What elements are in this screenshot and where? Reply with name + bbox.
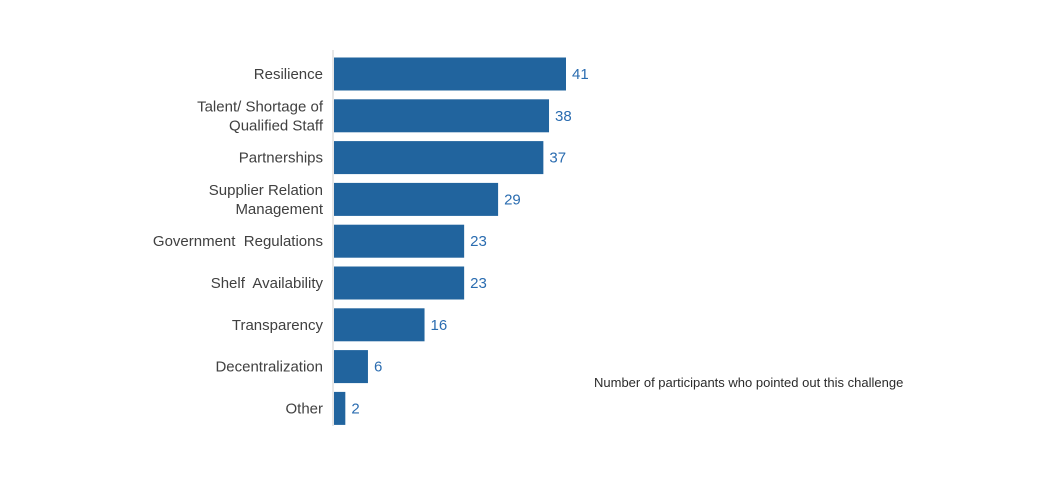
category-label: Transparency bbox=[232, 317, 324, 334]
bar bbox=[334, 141, 544, 175]
category-label: Partnerships bbox=[239, 150, 323, 167]
value-label: 2 bbox=[351, 400, 359, 417]
value-label: 29 bbox=[504, 191, 521, 208]
bar bbox=[334, 57, 566, 91]
category-label: Supplier Relation Management bbox=[209, 182, 324, 218]
category-label: Other bbox=[285, 400, 323, 417]
bar bbox=[334, 182, 499, 216]
category-label: Resilience bbox=[254, 66, 323, 83]
value-label: 23 bbox=[470, 233, 487, 250]
value-label: 23 bbox=[470, 275, 487, 292]
value-label: 41 bbox=[572, 66, 589, 83]
category-label: Government Regulations bbox=[153, 233, 323, 250]
value-label: 6 bbox=[374, 359, 382, 376]
bar bbox=[334, 266, 465, 300]
category-label: Decentralization bbox=[215, 359, 323, 376]
bar bbox=[334, 99, 550, 133]
value-label: 16 bbox=[431, 317, 448, 334]
chart-annotation: Number of participants who pointed out t… bbox=[594, 375, 904, 390]
value-label: 37 bbox=[549, 150, 566, 167]
bar bbox=[334, 391, 346, 425]
value-label: 38 bbox=[555, 108, 572, 125]
bar bbox=[334, 308, 425, 342]
bar bbox=[334, 224, 465, 258]
category-label: Shelf Availability bbox=[211, 275, 324, 292]
bars-group: 41 Resilience 38 Talent/ Shortage of Qualifi… bbox=[153, 57, 589, 425]
category-label: Talent/ Shortage of Qualified Staff bbox=[197, 98, 324, 134]
bar bbox=[334, 350, 368, 384]
